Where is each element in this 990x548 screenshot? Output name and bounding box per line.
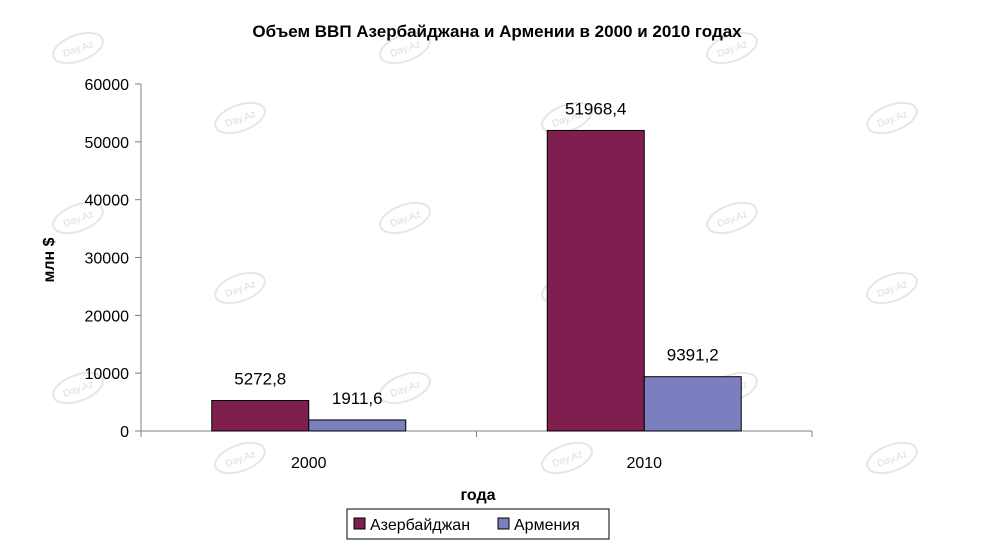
data-label: 5272,8 [234,370,286,389]
y-tick-label: 0 [120,424,129,441]
data-labels-group: 5272,8 1911,6 51968,4 9391,2 [234,99,719,407]
data-label: 1911,6 [332,389,383,408]
watermark: Day.Az [214,271,266,305]
legend-label: Азербайджан [370,517,470,534]
legend-swatch [353,517,366,530]
watermark: Day.Az [379,371,431,405]
watermark: Day.Az [706,201,758,235]
data-label: 9391,2 [667,346,719,365]
watermark-layer: Day.Az Day.Az Day.Az Day.Az Day.Az Day.Az Day.… [52,31,918,475]
y-axis-title: млн $ [41,237,58,282]
y-tick-label: 60000 [85,77,130,94]
x-tick-label: 2010 [626,455,662,472]
legend: Азербайджан Армения [346,508,610,540]
watermark: Day.Az [214,101,266,135]
bar-armenia-2000 [308,419,407,432]
x-tick-label: 2000 [291,455,327,472]
chart-title: Объем ВВП Азербайджана и Армении в 2000 … [252,22,742,41]
watermark: Day.Az [379,201,431,235]
x-axis-title: года [460,487,495,504]
bar-azerbaijan-2000 [211,400,310,432]
y-tick-label: 30000 [85,251,130,268]
watermark: Day.Az [866,271,918,305]
bars-group [211,129,742,432]
y-tick-label: 20000 [85,308,130,325]
data-label: 51968,4 [565,99,626,118]
watermark: Day.Az [52,31,104,65]
watermark: Day.Az [214,441,266,475]
watermark: Day.Az [541,441,593,475]
y-tick-label: 40000 [85,193,130,210]
watermark: Day.Az [866,101,918,135]
y-axis-ticks: 0 10000 20000 30000 40000 50000 60000 [85,77,141,441]
watermark: Day.Az [866,441,918,475]
y-tick-label: 10000 [85,366,130,383]
y-tick-label: 50000 [85,135,130,152]
legend-label: Армения [514,517,580,534]
category-labels-group: 2000 2010 [291,455,662,472]
bar-azerbaijan-2010 [546,129,645,432]
legend-swatch [497,517,510,530]
bar-armenia-2010 [643,376,742,432]
x-axis-ticks [140,431,813,437]
legend-frame [346,508,610,540]
